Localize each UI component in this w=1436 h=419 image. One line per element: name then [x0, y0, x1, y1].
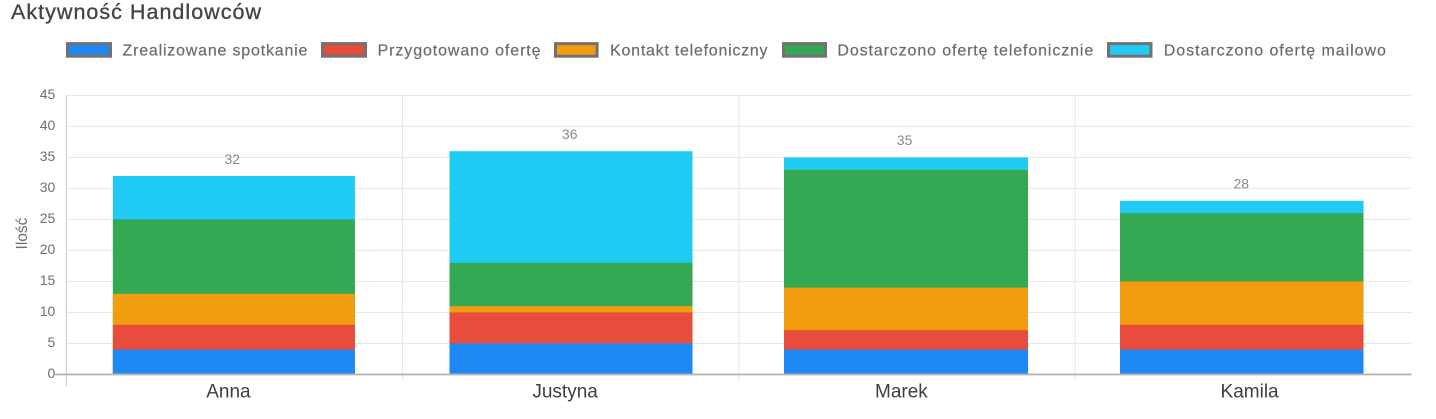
- svg-text:Justyna: Justyna: [532, 382, 598, 403]
- svg-text:32: 32: [225, 151, 241, 167]
- svg-text:Kamila: Kamila: [1221, 382, 1280, 403]
- svg-text:5: 5: [48, 334, 56, 350]
- svg-text:Zrealizowane spotkanie: Zrealizowane spotkanie: [123, 42, 309, 59]
- svg-text:Anna: Anna: [206, 382, 251, 403]
- svg-text:35: 35: [40, 148, 56, 164]
- svg-text:0: 0: [48, 365, 56, 381]
- svg-text:20: 20: [40, 241, 56, 257]
- svg-text:40: 40: [40, 117, 56, 133]
- svg-text:10: 10: [40, 303, 56, 319]
- svg-text:15: 15: [40, 272, 56, 288]
- svg-text:36: 36: [562, 126, 578, 142]
- svg-text:Przygotowano ofertę: Przygotowano ofertę: [378, 42, 542, 59]
- svg-text:35: 35: [897, 132, 913, 148]
- svg-text:Dostarczono ofertę mailowo: Dostarczono ofertę mailowo: [1164, 42, 1387, 59]
- svg-text:45: 45: [40, 86, 56, 102]
- svg-text:Dostarczono ofertę telefoniczn: Dostarczono ofertę telefonicznie: [837, 42, 1094, 59]
- svg-text:25: 25: [40, 210, 56, 226]
- svg-text:28: 28: [1234, 176, 1250, 192]
- svg-text:Ilość: Ilość: [14, 217, 31, 249]
- svg-text:30: 30: [40, 179, 56, 195]
- svg-text:Aktywność Handlowców: Aktywność Handlowców: [11, 0, 262, 24]
- svg-text:Marek: Marek: [875, 382, 928, 403]
- svg-text:Kontakt telefoniczny: Kontakt telefoniczny: [610, 42, 768, 59]
